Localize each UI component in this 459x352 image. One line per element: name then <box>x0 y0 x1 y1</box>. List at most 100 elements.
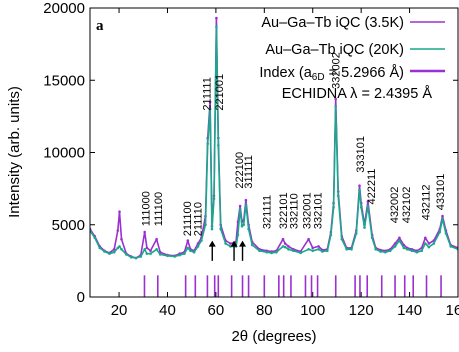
data-point <box>192 250 196 254</box>
tick-labels: 20 40 60 80 100 120 140 160 0 5000 10000 15000 20000 <box>43 0 459 319</box>
data-point <box>236 233 240 237</box>
peak-arrows <box>208 240 247 261</box>
legend: Au–Ga–Tb iQC (3.5K) Au–Ga–Tb iQC (20K) I… <box>259 15 445 102</box>
arrow-head <box>230 240 238 247</box>
legend-note: ECHIDNA λ = 2.4395 Å <box>282 85 433 102</box>
data-point <box>359 206 363 209</box>
data-point <box>224 242 227 245</box>
data-point <box>204 223 207 227</box>
peak-label: 433101 <box>435 174 447 211</box>
data-point <box>384 250 387 254</box>
data-point <box>212 197 216 200</box>
data-point <box>332 206 335 209</box>
series-layer <box>90 16 458 260</box>
data-point <box>116 229 120 232</box>
data-point <box>358 188 361 192</box>
data-point <box>210 227 214 231</box>
data-point <box>166 254 169 258</box>
y-axis-title: Intensity (arb. units) <box>6 86 23 218</box>
data-point <box>334 105 338 108</box>
data-point <box>358 184 361 187</box>
data-point <box>366 200 370 203</box>
data-point <box>229 242 232 245</box>
data-point <box>120 248 123 251</box>
data-point <box>108 252 111 255</box>
data-point <box>281 237 285 241</box>
data-point <box>145 252 149 255</box>
y-tick-label: 15000 <box>43 72 85 89</box>
data-point <box>155 248 158 251</box>
data-point <box>242 223 245 227</box>
data-point <box>275 250 278 254</box>
data-point <box>410 249 414 253</box>
data-point <box>307 248 310 251</box>
peak-label: 222100 <box>234 152 246 189</box>
data-point <box>441 214 444 218</box>
peak-label: 321111 <box>262 195 274 229</box>
arrow-head <box>239 240 247 247</box>
data-point <box>143 248 146 251</box>
peak-label: 332001 <box>302 192 314 229</box>
data-point <box>270 251 273 255</box>
data-point <box>125 253 128 256</box>
data-point <box>299 251 302 255</box>
index-ticks <box>143 275 442 297</box>
data-point <box>98 246 101 250</box>
data-point <box>155 237 158 241</box>
peak-label: 111100 <box>153 192 165 226</box>
peak-label: 322101 <box>278 192 290 229</box>
data-point <box>334 97 338 101</box>
data-point <box>244 203 248 206</box>
peak-label: 221001 <box>214 74 226 111</box>
peak-label: 422211 <box>366 169 378 205</box>
data-point <box>178 253 181 257</box>
data-point <box>134 256 138 260</box>
peak-label: 211111 <box>202 77 214 110</box>
data-point <box>340 237 344 241</box>
data-point <box>129 255 133 259</box>
arrow-head <box>208 240 216 247</box>
data-point <box>321 250 324 253</box>
data-point <box>438 230 442 234</box>
peak-label: 332002 <box>331 52 343 89</box>
data-point <box>118 245 121 248</box>
x-tick-label: 160 <box>445 302 459 319</box>
data-point <box>287 245 290 248</box>
data-point <box>444 232 448 235</box>
data-point <box>398 239 401 242</box>
data-point <box>103 250 106 253</box>
data-point <box>393 245 397 248</box>
data-point <box>208 107 212 111</box>
y-tick-label: 10000 <box>43 145 85 162</box>
data-point <box>379 250 382 253</box>
data-point <box>283 245 287 249</box>
data-point <box>292 249 295 253</box>
data-point <box>398 236 401 240</box>
x-tick-label: 40 <box>159 302 176 319</box>
data-point <box>118 210 121 213</box>
data-point <box>374 248 378 251</box>
data-point <box>281 245 285 248</box>
data-point <box>415 250 419 254</box>
x-tick-label: 100 <box>300 302 325 319</box>
x-tick-label: 140 <box>397 302 422 319</box>
x-axis-title: 2θ (degrees) <box>231 328 316 345</box>
data-point <box>215 16 218 20</box>
data-point <box>143 230 146 234</box>
data-point <box>388 249 392 253</box>
data-point <box>196 245 200 248</box>
data-point <box>311 246 315 250</box>
data-point <box>183 252 186 255</box>
data-point <box>317 248 320 251</box>
data-point <box>186 239 190 242</box>
data-point <box>112 248 116 251</box>
data-point <box>350 248 353 251</box>
y-tick-label: 5000 <box>52 217 85 234</box>
peak-label: 111000 <box>141 191 153 226</box>
data-point <box>427 242 431 245</box>
data-point <box>283 242 287 245</box>
data-point <box>424 236 427 240</box>
x-tick-label: 20 <box>111 302 128 319</box>
data-point <box>432 242 436 245</box>
